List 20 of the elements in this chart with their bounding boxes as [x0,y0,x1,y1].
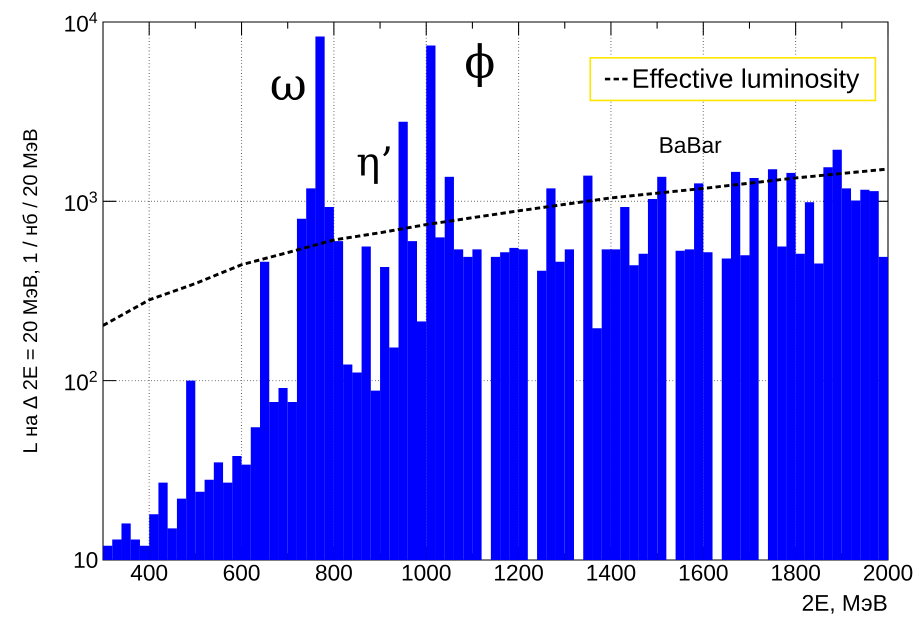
annotation: ϕ [466,43,494,87]
x-tick-label: 1600 [680,564,728,581]
x-tick-label: 600 [224,564,260,581]
x-tick-label: 1800 [772,564,820,581]
y-tick-label: 10$^{3}$ [65,191,97,212]
x-tick-label: 400 [130,564,168,581]
annotation: ω [272,76,305,100]
x-tick-label: 1400 [587,564,636,581]
legend-label: Effective luminosity [634,68,860,94]
annotation: η’ [358,146,390,184]
x-tick-label: 2000 [864,564,912,581]
x-axis-title: 2E, МэВ [802,594,887,614]
y-tick-label: 10$^{4}$ [65,12,98,32]
y-tick-label: 10 [74,552,98,568]
y-tick-label: 10$^{2}$ [65,370,97,390]
annotation: BaBar [660,137,722,154]
x-tick-label: 800 [316,564,352,581]
x-tick-label: 1000 [402,564,451,581]
y-axis-title: L на Δ 2E = 20 МэВ, 1 / нб / 20 МэВ [22,130,40,452]
x-tick-label: 1200 [495,564,543,581]
